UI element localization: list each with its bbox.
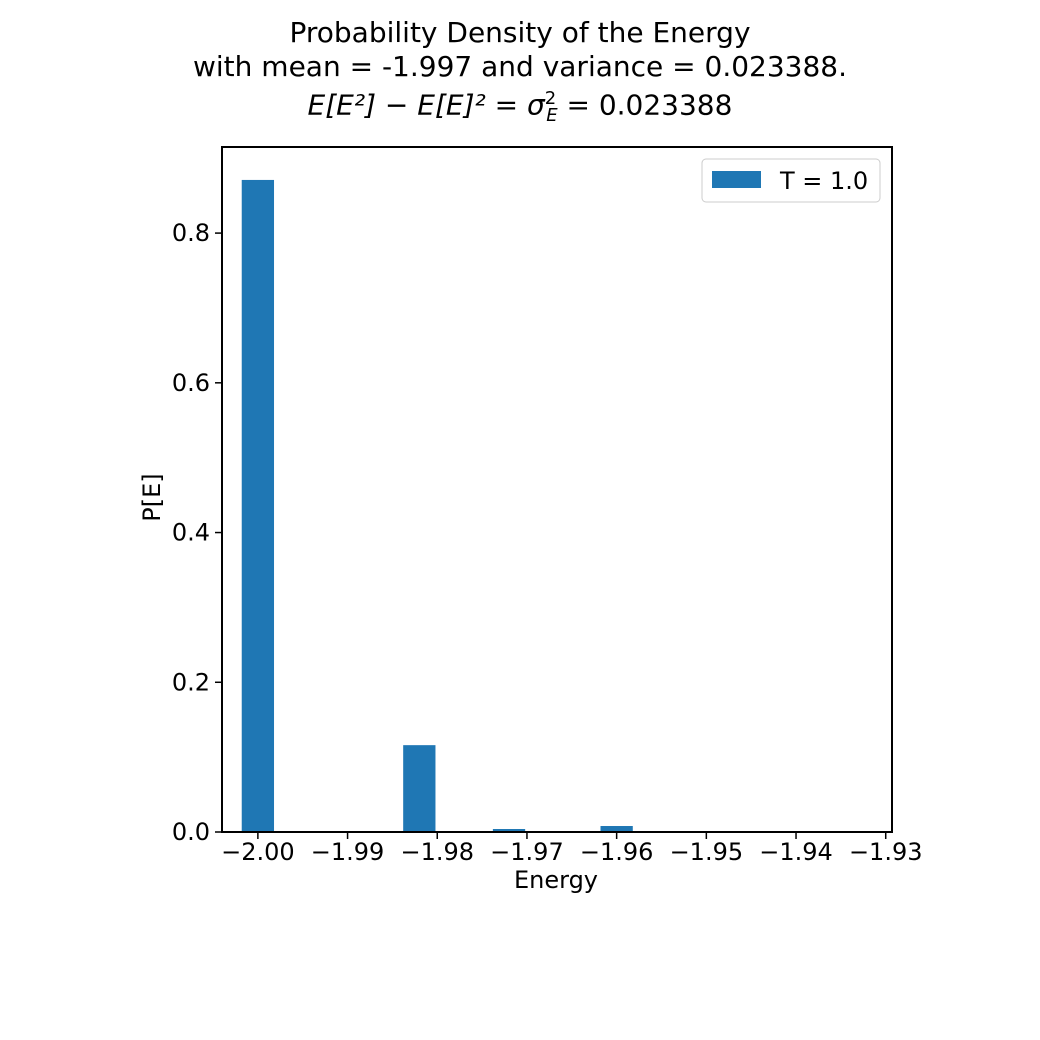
formula-sub: E: [546, 104, 558, 126]
y-axis: 0.0 0.2 0.4 0.6 0.8: [172, 219, 222, 846]
y-tick-label-1: 0.2: [172, 668, 210, 696]
legend-box: [701, 158, 881, 203]
y-tick-label-3: 0.6: [172, 369, 210, 397]
x-tick-label-5: −1.95: [670, 838, 744, 866]
x-axis-label: Energy: [514, 866, 598, 894]
legend[interactable]: T = 1.0: [701, 158, 881, 203]
bar-4: [492, 829, 526, 832]
y-tick-label-0: 0.0: [172, 818, 210, 846]
x-tick-label-2: −1.98: [400, 838, 474, 866]
x-tick-label-0: −2.00: [221, 838, 295, 866]
chart-title-line-1: Probability Density of the Energy: [289, 16, 751, 49]
bar-0: [241, 179, 275, 833]
x-axis: −2.00 −1.99 −1.98 −1.97 −1.96 −1.95 −1.94 −1.93: [221, 832, 922, 866]
chart-title-formula: E[E²] − E[E]² = σ2E = 0.023388: [0, 88, 1040, 126]
chart-title-line-2: with mean = -1.997 and variance = 0.0233…: [192, 50, 848, 83]
formula-lhs: E[E²] − E[E]² = σ: [307, 88, 545, 122]
bars-group: [241, 179, 633, 833]
y-tick-label-4: 0.8: [172, 219, 210, 247]
x-tick-label-6: −1.94: [759, 838, 833, 866]
bar-6: [600, 826, 633, 832]
formula-rhs: = 0.023388: [557, 88, 733, 122]
x-tick-label-3: −1.97: [490, 838, 564, 866]
y-tick-label-2: 0.4: [172, 519, 210, 547]
bar-2: [403, 745, 436, 832]
y-axis-label: P[E]: [138, 473, 166, 521]
formula-sup: 2: [544, 88, 557, 109]
x-tick-label-7: −1.93: [849, 838, 923, 866]
plot-frame: [221, 146, 893, 833]
x-tick-label-4: −1.96: [580, 838, 654, 866]
legend-swatch: [712, 171, 761, 188]
legend-label: T = 1.0: [779, 167, 868, 195]
x-tick-label-1: −1.99: [311, 838, 385, 866]
